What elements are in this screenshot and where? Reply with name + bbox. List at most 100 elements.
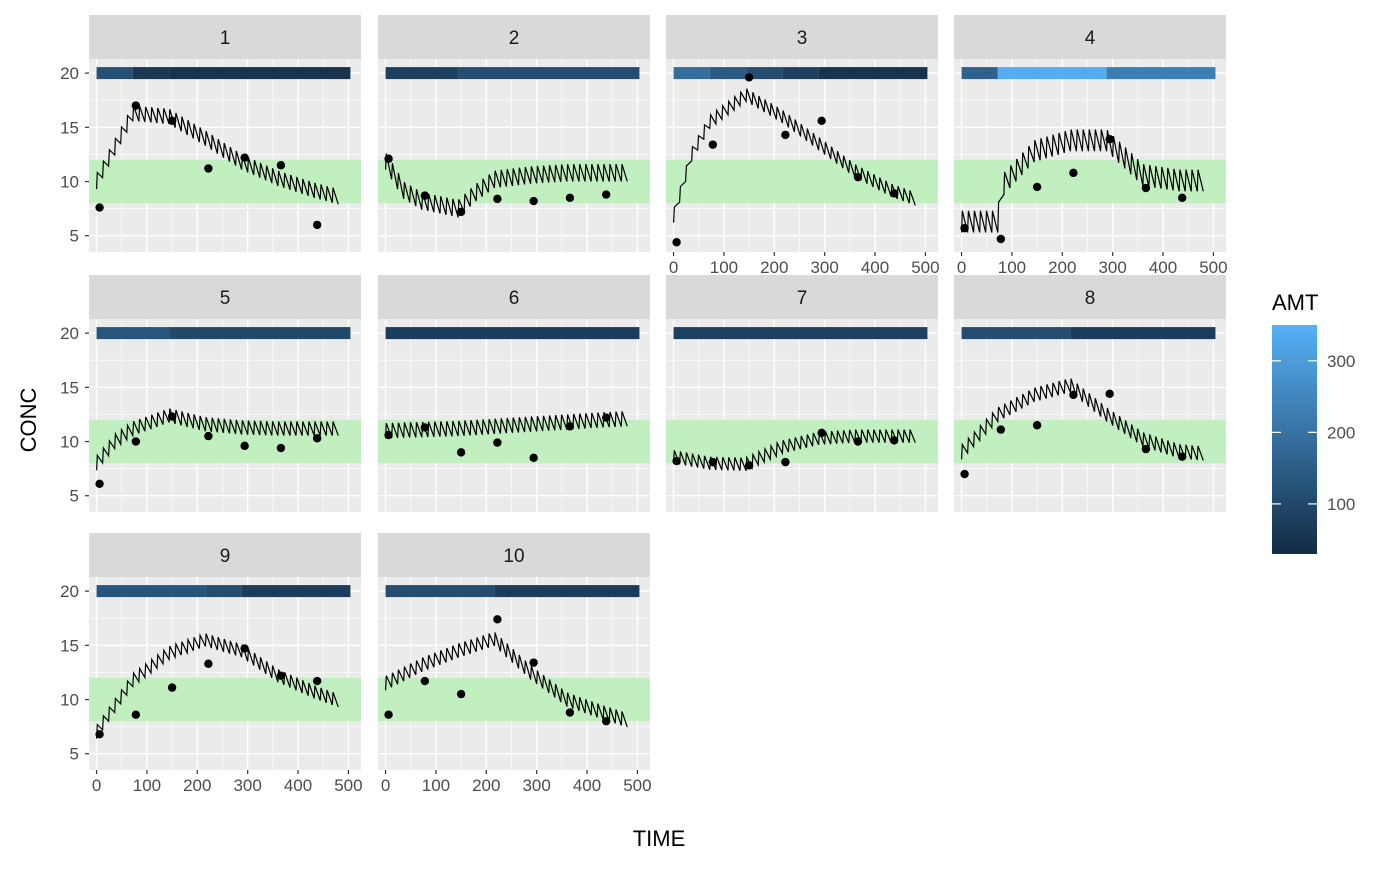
observed-point bbox=[493, 194, 502, 204]
facet-strip bbox=[89, 275, 361, 319]
observed-point bbox=[889, 189, 899, 198]
x-tick-label: 0 bbox=[381, 776, 390, 795]
y-tick-label: 15 bbox=[60, 118, 79, 137]
concentration-curve bbox=[961, 129, 1204, 233]
facet-label: 9 bbox=[220, 546, 231, 567]
x-tick-label: 200 bbox=[472, 776, 500, 795]
x-tick-label: 0 bbox=[957, 258, 966, 277]
observed-point bbox=[672, 238, 681, 247]
colorbar-tick-label: 300 bbox=[1327, 352, 1355, 371]
observed-point bbox=[960, 223, 969, 233]
panel-2: 2 bbox=[378, 15, 650, 252]
observed-point bbox=[744, 73, 754, 82]
dose-segment bbox=[673, 327, 928, 340]
observed-point bbox=[708, 140, 718, 149]
y-tick-label: 5 bbox=[70, 487, 79, 506]
observed-point bbox=[167, 116, 177, 126]
x-tick-label: 500 bbox=[623, 776, 651, 795]
observed-point bbox=[312, 434, 322, 443]
panel-3: 3 0 100 200 300 400 500 bbox=[666, 15, 940, 277]
observed-point bbox=[1032, 182, 1042, 192]
facet-label: 6 bbox=[509, 288, 520, 309]
observed-point bbox=[817, 116, 826, 126]
observed-point bbox=[1032, 421, 1042, 430]
observed-point bbox=[1069, 390, 1078, 400]
facet-strip bbox=[378, 15, 650, 59]
panel-9: 9 0 100 200 300 400 500 5 10 15 20 bbox=[60, 533, 363, 795]
facet-strip bbox=[954, 15, 1226, 59]
observed-point bbox=[384, 430, 393, 440]
y-tick-label: 10 bbox=[60, 173, 79, 192]
concentration-curve bbox=[385, 632, 628, 728]
observed-point bbox=[493, 615, 502, 624]
y-axis-title: CONC bbox=[16, 388, 41, 453]
panel-7: 7 bbox=[666, 275, 938, 512]
observed-point bbox=[131, 710, 141, 719]
observed-point bbox=[95, 730, 104, 739]
x-tick-label: 500 bbox=[1199, 258, 1227, 277]
target-band bbox=[89, 159, 361, 204]
panel-10: 100 100 200 300 400 500 bbox=[378, 533, 652, 795]
observed-point bbox=[781, 457, 790, 467]
dose-segment bbox=[458, 67, 640, 80]
plot-background bbox=[666, 319, 938, 512]
observed-point bbox=[744, 461, 754, 470]
observed-point bbox=[167, 412, 177, 421]
observed-point bbox=[1105, 135, 1114, 144]
observed-point bbox=[996, 425, 1006, 434]
concentration-curve bbox=[961, 378, 1204, 461]
y-tick-label: 5 bbox=[70, 745, 79, 764]
observed-point bbox=[565, 422, 575, 431]
concentration-curve bbox=[96, 408, 339, 471]
x-tick-label: 100 bbox=[133, 776, 161, 795]
facet-strip bbox=[89, 15, 361, 59]
dose-segment bbox=[385, 67, 459, 80]
observed-point bbox=[529, 196, 538, 206]
observed-point bbox=[1177, 193, 1187, 202]
facet-label: 3 bbox=[797, 28, 808, 49]
plot-background bbox=[666, 59, 938, 252]
observed-point bbox=[276, 671, 286, 680]
observed-point bbox=[420, 423, 430, 432]
observed-point bbox=[312, 220, 322, 230]
dose-segment bbox=[961, 67, 998, 80]
x-tick-label: 200 bbox=[183, 776, 211, 795]
panel-8: 8 bbox=[954, 275, 1226, 512]
plot-background bbox=[954, 319, 1226, 512]
dose-segment bbox=[673, 67, 710, 80]
x-tick-label: 400 bbox=[573, 776, 601, 795]
x-axis-title: TIME bbox=[633, 826, 686, 851]
dose-segment bbox=[818, 67, 928, 80]
concentration-curve bbox=[96, 105, 339, 205]
y-tick-label: 10 bbox=[60, 433, 79, 452]
observed-point bbox=[817, 428, 826, 438]
facet-label: 1 bbox=[220, 28, 231, 49]
x-tick-label: 0 bbox=[669, 258, 678, 277]
legend: AMT 100 200 300 bbox=[1272, 290, 1355, 554]
observed-point bbox=[1105, 389, 1114, 399]
observed-point bbox=[529, 453, 538, 462]
facet-label: 2 bbox=[509, 28, 520, 49]
observed-point bbox=[672, 456, 681, 466]
observed-point bbox=[1069, 168, 1078, 178]
observed-point bbox=[1141, 183, 1151, 193]
dose-segment bbox=[96, 67, 133, 80]
legend-title: AMT bbox=[1272, 290, 1318, 315]
observed-point bbox=[708, 457, 718, 467]
observed-point bbox=[996, 234, 1006, 244]
facet-label: 5 bbox=[220, 288, 231, 309]
x-tick-label: 300 bbox=[522, 776, 550, 795]
observed-point bbox=[601, 717, 611, 726]
observed-point bbox=[781, 130, 790, 140]
colorbar-tick-label: 200 bbox=[1327, 423, 1355, 442]
observed-point bbox=[493, 438, 502, 447]
dose-segment bbox=[746, 67, 783, 80]
colorbar bbox=[1272, 325, 1317, 554]
facet-strip bbox=[954, 275, 1226, 319]
facet-label: 4 bbox=[1085, 28, 1096, 49]
dose-segment bbox=[385, 585, 495, 598]
observed-point bbox=[276, 443, 286, 453]
facet-strip bbox=[378, 533, 650, 577]
y-tick-label: 15 bbox=[60, 378, 79, 397]
